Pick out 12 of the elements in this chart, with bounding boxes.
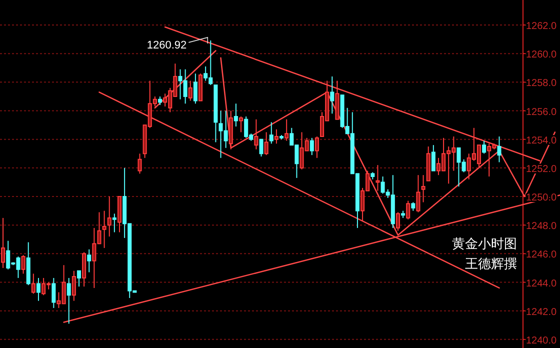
- y-tick-label: 1256.0: [526, 106, 558, 118]
- y-tick-label: 1260.0: [526, 50, 558, 61]
- y-tick-label: 1248.0: [526, 221, 558, 232]
- annotation: 王德辉撰: [465, 256, 517, 271]
- y-tick-label: 1258.0: [526, 78, 558, 90]
- y-tick-label: 1244.0: [526, 278, 558, 290]
- y-tick-label: 1242.0: [526, 306, 558, 318]
- annotation: 1260.92: [146, 39, 187, 52]
- annotation: 黄金小时图: [452, 236, 517, 251]
- y-tick-label: 1240.0: [526, 335, 558, 346]
- y-tick-label: 1246.0: [526, 250, 558, 261]
- y-tick-label: 1262.0: [526, 21, 558, 32]
